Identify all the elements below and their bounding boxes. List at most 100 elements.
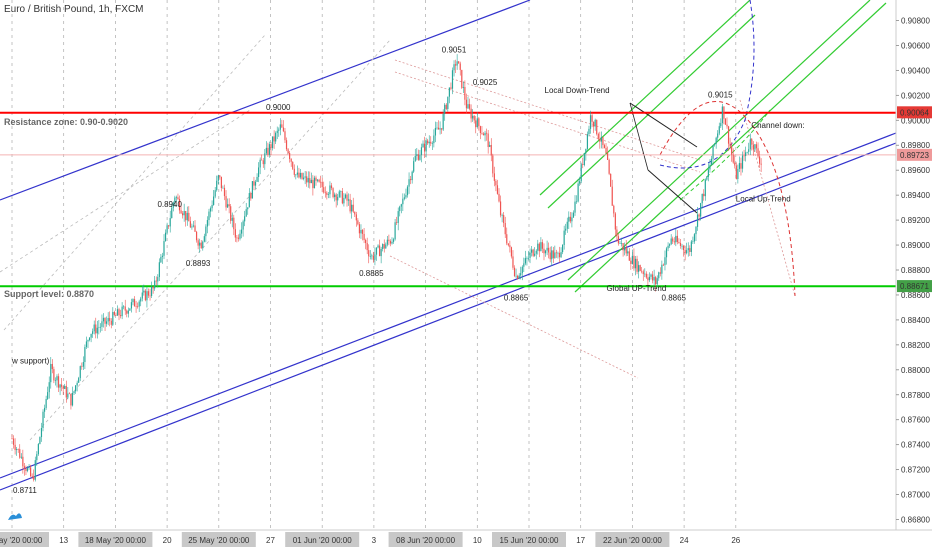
candle-body: [216, 180, 218, 191]
candle-body: [523, 263, 525, 267]
candle-body: [692, 241, 694, 243]
candle-body: [639, 265, 641, 271]
candle-body: [149, 295, 151, 297]
candle-body: [391, 241, 393, 244]
global-uptrend-line-2: [0, 142, 897, 491]
candle-body: [389, 241, 392, 244]
candle-body: [177, 197, 179, 200]
candle-body: [293, 168, 295, 175]
candle-body: [616, 229, 618, 237]
candle-body: [586, 134, 589, 149]
candle-body: [614, 213, 616, 230]
price-annotation: 0.8711: [13, 486, 37, 495]
text-annotation: Global UP-Trend: [607, 284, 667, 293]
candle-body: [126, 310, 128, 314]
candle-body: [638, 265, 640, 272]
candle-body: [451, 70, 454, 89]
candle-body: [574, 201, 576, 213]
candle-body: [81, 366, 83, 367]
candle-body: [73, 391, 75, 393]
candle-body: [155, 280, 157, 282]
candle-body: [473, 115, 475, 121]
candle-body: [79, 366, 81, 379]
candle-body: [275, 132, 277, 142]
candle-body: [337, 196, 339, 201]
candle-body: [672, 238, 674, 242]
x-tick-label: 18 May '20 00:00: [85, 536, 147, 545]
candle-body: [341, 191, 343, 204]
candle-body: [65, 385, 67, 398]
projection-line: [739, 99, 796, 297]
candle-body: [475, 120, 477, 128]
candle-body: [43, 407, 46, 412]
candle-body: [628, 251, 630, 261]
candle-body: [544, 250, 547, 254]
price-annotation: 0.9015: [708, 91, 733, 100]
candle-body: [121, 306, 123, 317]
text-annotation: Channel down:: [751, 121, 804, 130]
price-annotation: 0.9000: [266, 103, 291, 112]
candle-body: [431, 143, 433, 144]
candle-body: [245, 209, 247, 217]
candle-body: [583, 153, 585, 165]
candle-body: [302, 177, 305, 179]
candle-body: [402, 198, 404, 205]
candle-body: [434, 127, 437, 136]
y-tick-label: 0.87400: [901, 441, 930, 450]
candle-body: [664, 257, 666, 266]
candle-body: [230, 206, 232, 221]
candle-body: [374, 254, 376, 260]
y-tick-label: 0.87600: [901, 416, 930, 425]
candle-body: [430, 141, 432, 144]
y-tick-label: 0.89600: [901, 166, 930, 175]
projection-curve-green: [679, 109, 771, 201]
x-tick-label: 24: [680, 536, 689, 545]
y-tick-label: 0.88200: [901, 341, 930, 350]
candle-body: [565, 228, 567, 231]
candle-body: [45, 398, 47, 408]
candle-body: [411, 171, 413, 181]
candle-body: [146, 291, 148, 301]
candle-body: [282, 127, 285, 132]
candle-body: [124, 306, 126, 311]
candle-body: [611, 186, 613, 206]
candle-body: [577, 183, 579, 202]
candle-body: [540, 242, 542, 252]
candle-body: [330, 185, 333, 189]
candle-body: [290, 158, 292, 162]
candle-body: [647, 277, 649, 281]
candle-body: [39, 437, 41, 445]
candle-body: [479, 126, 482, 134]
x-tick-label: 3: [372, 536, 377, 545]
candle-body: [323, 187, 325, 193]
price-annotation: 0.8940: [157, 200, 182, 209]
candle-body: [309, 178, 311, 184]
candle-body: [313, 177, 316, 189]
candle-body: [240, 229, 243, 234]
candle-body: [42, 411, 44, 429]
candle-body: [495, 180, 497, 186]
candle-body: [298, 172, 300, 178]
candle-body: [154, 280, 156, 289]
candle-body: [265, 147, 267, 154]
candle-body: [326, 192, 328, 195]
candle-body: [90, 333, 92, 338]
candle-body: [71, 392, 74, 406]
candle-body: [377, 245, 379, 248]
candle-body: [357, 220, 359, 225]
candle-body: [147, 291, 150, 296]
price-annotation: 0.8865: [504, 294, 529, 303]
candle-body: [512, 256, 514, 268]
candle-body: [351, 204, 353, 212]
candle-body: [518, 275, 520, 279]
candle-body: [101, 321, 103, 327]
candle-body: [242, 221, 244, 230]
candle-body: [197, 240, 199, 246]
candle-body: [28, 467, 30, 469]
x-tick-highlight: [595, 532, 670, 547]
candle-body: [67, 393, 69, 398]
candle-body: [484, 132, 486, 136]
candle-body: [558, 252, 561, 258]
candle-body: [399, 206, 401, 212]
